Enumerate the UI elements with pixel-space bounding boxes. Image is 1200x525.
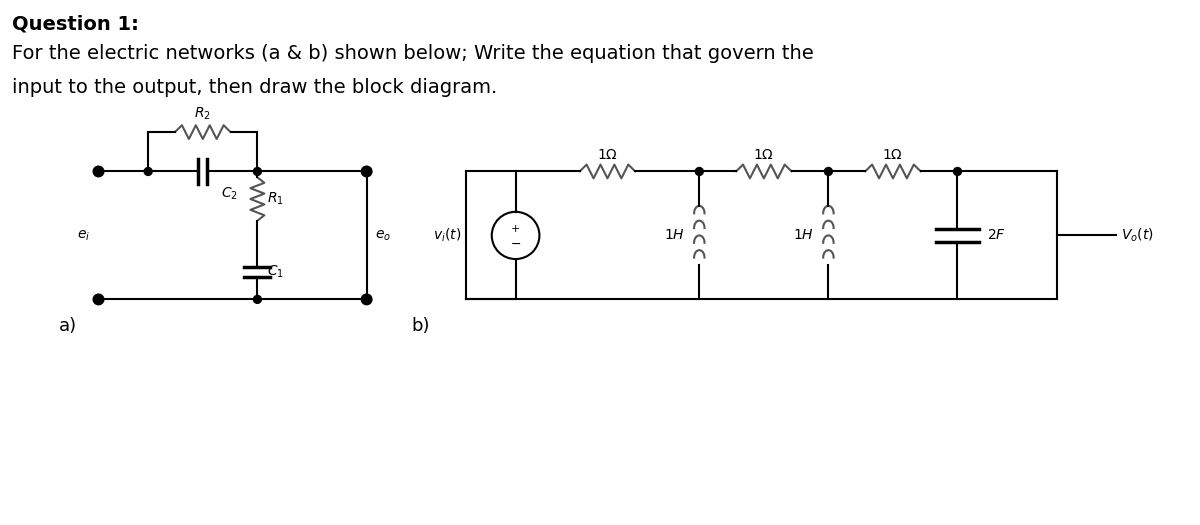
Circle shape xyxy=(954,167,961,175)
Text: $2 F$: $2 F$ xyxy=(988,228,1007,243)
Circle shape xyxy=(253,296,262,303)
Circle shape xyxy=(361,166,372,176)
Text: For the electric networks (a & b) shown below; Write the equation that govern th: For the electric networks (a & b) shown … xyxy=(12,44,814,62)
Circle shape xyxy=(253,167,262,175)
Text: $C_1$: $C_1$ xyxy=(268,264,284,280)
Text: $R_2$: $R_2$ xyxy=(194,106,211,122)
Text: $1\Omega$: $1\Omega$ xyxy=(596,148,618,162)
Text: input to the output, then draw the block diagram.: input to the output, then draw the block… xyxy=(12,78,497,97)
Text: $e_o$: $e_o$ xyxy=(374,228,391,243)
Text: a): a) xyxy=(59,317,77,335)
Text: $1\Omega$: $1\Omega$ xyxy=(882,148,904,162)
Text: b): b) xyxy=(412,317,430,335)
Circle shape xyxy=(695,167,703,175)
Text: $1 H$: $1 H$ xyxy=(664,228,684,243)
Text: $1 H$: $1 H$ xyxy=(793,228,814,243)
Text: $C_2$: $C_2$ xyxy=(221,185,238,202)
Text: $v_i(t)$: $v_i(t)$ xyxy=(433,227,461,244)
Text: −: − xyxy=(510,238,521,251)
Text: $V_o(t)$: $V_o(t)$ xyxy=(1121,227,1154,244)
Text: $e_i$: $e_i$ xyxy=(77,228,90,243)
Circle shape xyxy=(824,167,833,175)
Text: Question 1:: Question 1: xyxy=(12,14,139,33)
Circle shape xyxy=(94,166,103,176)
Circle shape xyxy=(361,295,372,304)
Text: $1\Omega$: $1\Omega$ xyxy=(754,148,774,162)
Circle shape xyxy=(94,295,103,304)
Text: $R_1$: $R_1$ xyxy=(268,191,284,207)
Text: +: + xyxy=(511,224,521,234)
Circle shape xyxy=(144,167,152,175)
